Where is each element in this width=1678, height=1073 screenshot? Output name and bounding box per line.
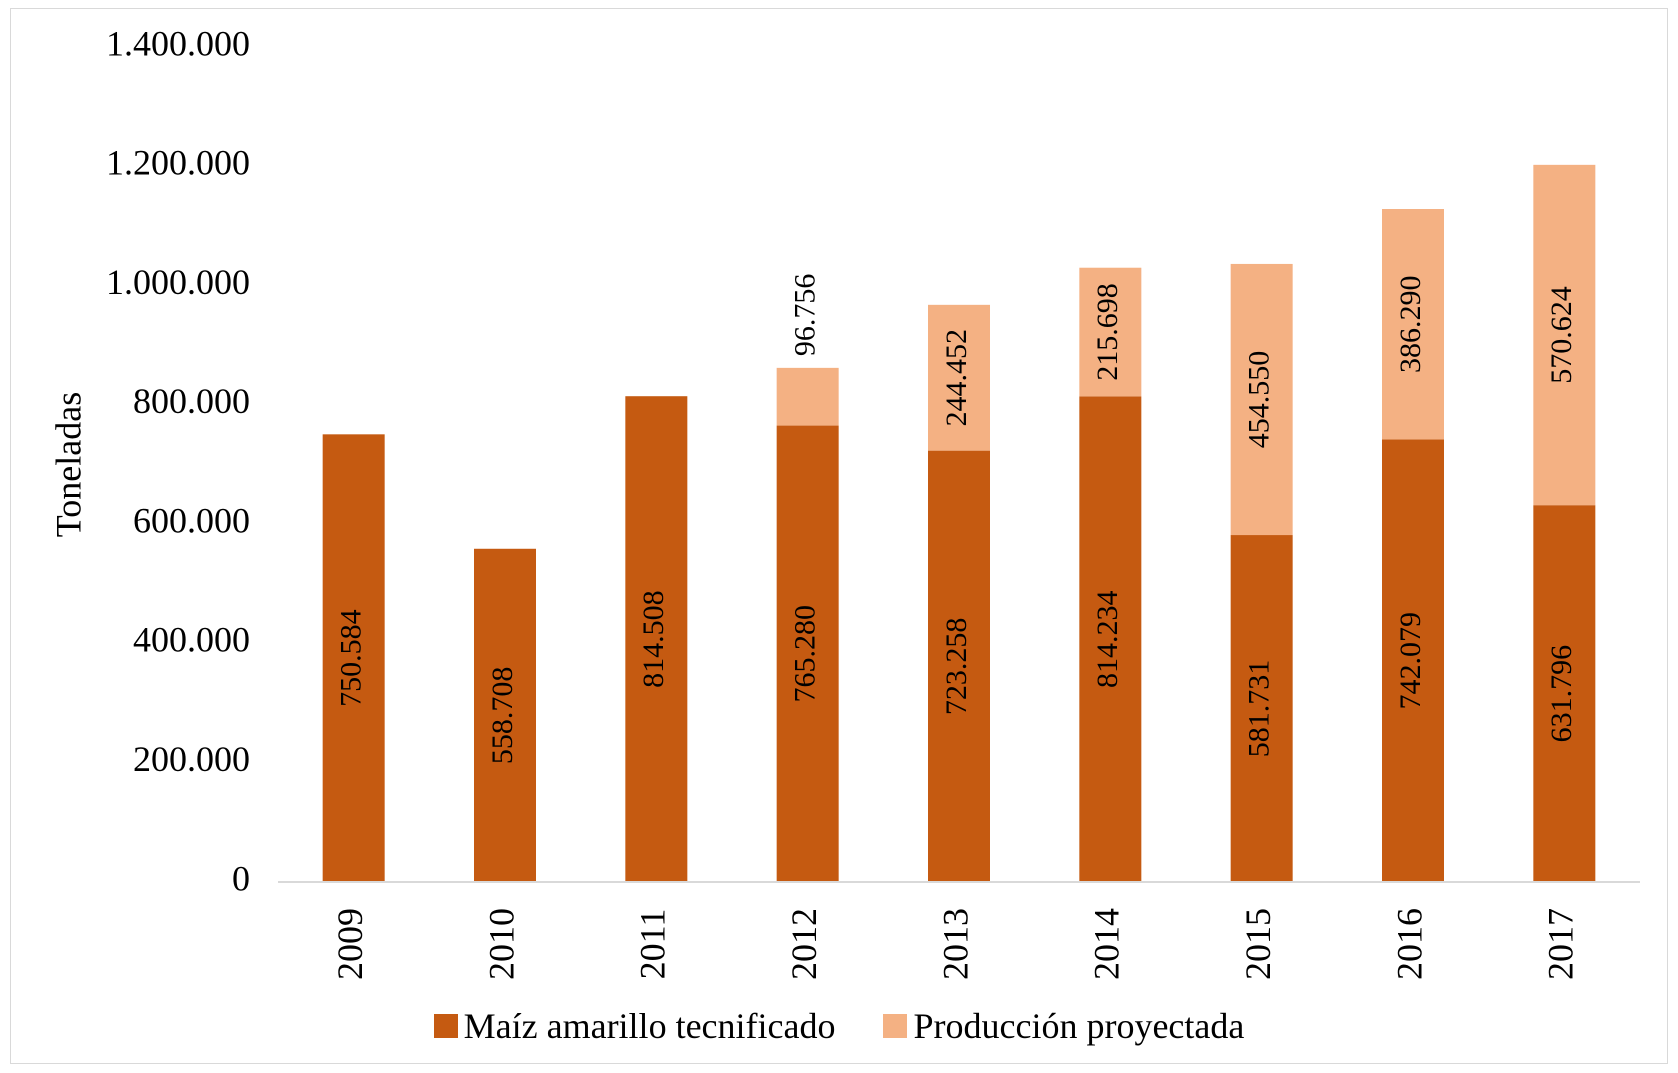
x-tick-label-2015: 2015 [1238, 908, 1278, 980]
bar-proyectada-2012 [776, 367, 839, 426]
data-label-maiz-2014: 814.234 [1091, 590, 1124, 688]
bar-proyectada-2013 [928, 304, 990, 451]
y-tick-label: 400.000 [133, 620, 250, 660]
bar-proyectada-2015 [1230, 263, 1293, 536]
data-label-proyectada-2015: 454.550 [1243, 351, 1276, 449]
legend-label-maiz: Maíz amarillo tecnificado [463, 1006, 836, 1046]
data-label-proyectada-2016: 386.290 [1394, 275, 1427, 373]
legend-swatch-maiz [433, 1014, 458, 1038]
data-label-proyectada-2017: 570.624 [1545, 286, 1578, 384]
x-tick-label-2011: 2011 [633, 909, 673, 980]
legend-item-maiz: Maíz amarillo tecnificado [433, 1005, 836, 1047]
x-tick-label-2014: 2014 [1087, 908, 1127, 980]
data-label-proyectada-2014: 215.698 [1091, 283, 1124, 381]
data-label-maiz-2011: 814.508 [637, 590, 670, 688]
bars [322, 164, 1596, 882]
bar-maiz-2009 [322, 434, 385, 882]
bar-proyectada-2014 [1079, 267, 1142, 397]
x-tick-label-2009: 2009 [330, 908, 370, 980]
y-tick-label: 200.000 [133, 739, 250, 779]
data-label-maiz-2016: 742.079 [1394, 612, 1427, 710]
x-axis-ticks: 2009 2010 2011 2012 2013 2014 2015 2016 2017 [330, 908, 1581, 980]
data-label-maiz-2012: 765.280 [789, 605, 822, 703]
bar-proyectada-2016 [1382, 209, 1444, 440]
y-tick-label: 0 [232, 858, 250, 898]
bar-maiz-2011 [625, 396, 688, 882]
x-tick-label-2010: 2010 [481, 908, 521, 980]
data-label-maiz-2017: 631.796 [1545, 645, 1578, 743]
y-tick-label: 800.000 [133, 381, 250, 421]
legend: Maíz amarillo tecnificado Producción pro… [0, 1005, 1678, 1047]
data-label-maiz-2010: 558.708 [486, 667, 519, 765]
data-label-proyectada-2012: 96.756 [789, 274, 822, 357]
data-label-maiz-2015: 581.731 [1243, 660, 1276, 758]
bar-labels: 750.584 558.708 814.508 765.280 96.756 723.25… [335, 274, 1579, 765]
y-tick-label: 1.400.000 [106, 23, 250, 63]
data-label-proyectada-2013: 244.452 [940, 329, 973, 427]
x-tick-label-2017: 2017 [1541, 908, 1581, 980]
y-tick-label: 1.200.000 [106, 143, 250, 183]
bar-proyectada-2017 [1533, 164, 1596, 506]
y-axis-ticks: 0 200.000 400.000 600.000 800.000 1.000.000 1.… [106, 23, 250, 898]
legend-swatch-proyectada [883, 1014, 908, 1038]
x-tick-label-2016: 2016 [1389, 908, 1429, 980]
legend-label-proyectada: Producción proyectada [913, 1006, 1245, 1046]
y-tick-label: 1.000.000 [106, 262, 250, 302]
bar-maiz-2014 [1079, 396, 1142, 882]
bar-maiz-2016 [1382, 439, 1444, 882]
bar-maiz-2010 [474, 548, 536, 882]
data-label-maiz-2009: 750.584 [335, 609, 368, 707]
legend-item-proyectada: Producción proyectada [883, 1005, 1244, 1047]
bar-maiz-2012 [776, 425, 839, 882]
bar-maiz-2017 [1533, 505, 1596, 882]
y-tick-label: 600.000 [133, 500, 250, 540]
data-label-maiz-2013: 723.258 [940, 618, 973, 716]
bar-maiz-2015 [1230, 535, 1293, 882]
y-axis-title-group: Toneladas [48, 392, 88, 537]
x-tick-label-2012: 2012 [784, 908, 824, 980]
y-axis-title: Toneladas [48, 392, 88, 537]
x-tick-label-2013: 2013 [935, 908, 975, 980]
bar-maiz-2013 [928, 450, 990, 882]
